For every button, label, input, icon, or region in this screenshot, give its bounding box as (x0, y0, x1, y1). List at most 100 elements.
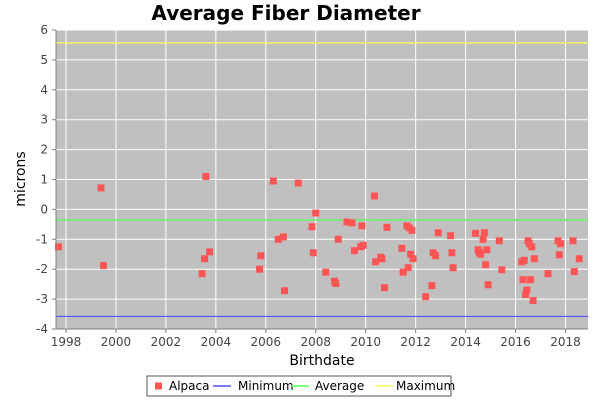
alpaca-point (520, 256, 528, 264)
alpaca-point (202, 173, 210, 181)
alpaca-point (557, 240, 565, 248)
alpaca-point (308, 223, 316, 231)
alpaca-point (99, 262, 107, 270)
alpaca-point (274, 235, 282, 243)
alpaca-point (281, 287, 289, 295)
alpaca-point (343, 218, 351, 226)
alpaca-point (407, 250, 415, 258)
x-tick-label: 1998 (51, 335, 82, 349)
alpaca-point (523, 286, 531, 294)
alpaca-point (483, 246, 491, 254)
alpaca-point (575, 255, 583, 263)
y-tick-label: -3 (36, 292, 48, 306)
alpaca-point (428, 282, 436, 290)
alpaca-point (398, 244, 406, 252)
alpaca-point (449, 264, 457, 272)
alpaca-point (370, 192, 378, 200)
alpaca-point (359, 241, 367, 249)
y-tick-label: -2 (36, 262, 48, 276)
x-tick-label: 2006 (251, 335, 282, 349)
alpaca-point (409, 255, 417, 263)
legend-maximum-label: Maximum (396, 379, 455, 393)
alpaca-point (570, 268, 578, 276)
x-tick-label: 2016 (500, 335, 531, 349)
alpaca-point (312, 209, 320, 217)
alpaca-point (434, 229, 442, 237)
alpaca-point (522, 291, 530, 299)
alpaca-point (256, 265, 264, 273)
alpaca-point (408, 226, 416, 234)
legend-average-label: Average (315, 379, 364, 393)
alpaca-point (479, 235, 487, 243)
y-tick-label: 2 (40, 143, 48, 157)
legend-minimum-label: Minimum (238, 379, 294, 393)
alpaca-point (350, 247, 358, 255)
alpaca-point (198, 270, 206, 278)
alpaca-point (447, 232, 455, 240)
y-tick-label: 6 (40, 23, 48, 37)
alpaca-point (206, 248, 214, 256)
alpaca-point (380, 284, 388, 292)
alpaca-point (484, 281, 492, 289)
alpaca-point (432, 252, 440, 260)
y-tick-label: 3 (40, 113, 48, 127)
y-tick-label: 0 (40, 202, 48, 216)
alpaca-point (422, 293, 430, 301)
alpaca-point (332, 280, 340, 288)
legend-alpaca-marker (155, 382, 162, 390)
alpaca-point (555, 251, 563, 259)
y-tick-label: -1 (36, 232, 48, 246)
alpaca-point (399, 268, 407, 276)
alpaca-point (378, 255, 386, 263)
x-tick-label: 2002 (151, 335, 182, 349)
y-tick-label: 1 (40, 173, 48, 187)
legend: Alpaca Minimum Average Maximum (155, 379, 455, 393)
y-tick-label: 4 (40, 83, 48, 97)
alpaca-point (569, 237, 577, 245)
alpaca-point (495, 237, 503, 245)
alpaca-point (334, 235, 342, 243)
alpaca-point (322, 268, 330, 276)
grid (56, 29, 588, 330)
x-axis-ticks: 1998 2000 2002 2004 2006 2008 2010 2012 2014 2016… (51, 329, 581, 349)
y-axis-label: microns (13, 151, 29, 206)
x-tick-label: 2010 (350, 335, 381, 349)
y-tick-label: -4 (36, 322, 48, 336)
x-tick-label: 2004 (201, 335, 232, 349)
alpaca-point (472, 229, 480, 237)
scatter-points (54, 173, 583, 305)
alpaca-point (529, 297, 537, 305)
y-tick-label: 5 (40, 53, 48, 67)
alpaca-point (544, 270, 552, 278)
alpaca-point (448, 249, 456, 257)
alpaca-point (498, 266, 506, 274)
alpaca-point (404, 264, 412, 272)
alpaca-point (528, 243, 536, 251)
alpaca-point (54, 243, 62, 251)
alpaca-point (348, 219, 356, 227)
legend-alpaca-label: Alpaca (169, 379, 209, 393)
alpaca-point (482, 261, 490, 269)
alpaca-point (527, 276, 535, 284)
alpaca-point (358, 222, 366, 230)
x-tick-label: 2014 (450, 335, 481, 349)
reference-lines (56, 42, 588, 318)
x-tick-label: 2018 (550, 335, 581, 349)
alpaca-point (372, 258, 380, 266)
alpaca-point (97, 184, 105, 192)
alpaca-point (279, 233, 287, 241)
x-axis-label: Birthdate (289, 353, 354, 369)
alpaca-point (530, 255, 538, 263)
x-tick-label: 2012 (400, 335, 431, 349)
alpaca-point (383, 223, 391, 231)
alpaca-point (519, 276, 527, 284)
alpaca-point (477, 250, 485, 258)
alpaca-point (480, 229, 488, 237)
alpaca-point (294, 179, 302, 187)
alpaca-point (257, 252, 265, 260)
x-tick-label: 2008 (300, 335, 331, 349)
y-axis-ticks: -4 -3 -2 -1 0 1 2 3 4 5 6 (36, 23, 56, 336)
alpaca-point (309, 249, 317, 257)
